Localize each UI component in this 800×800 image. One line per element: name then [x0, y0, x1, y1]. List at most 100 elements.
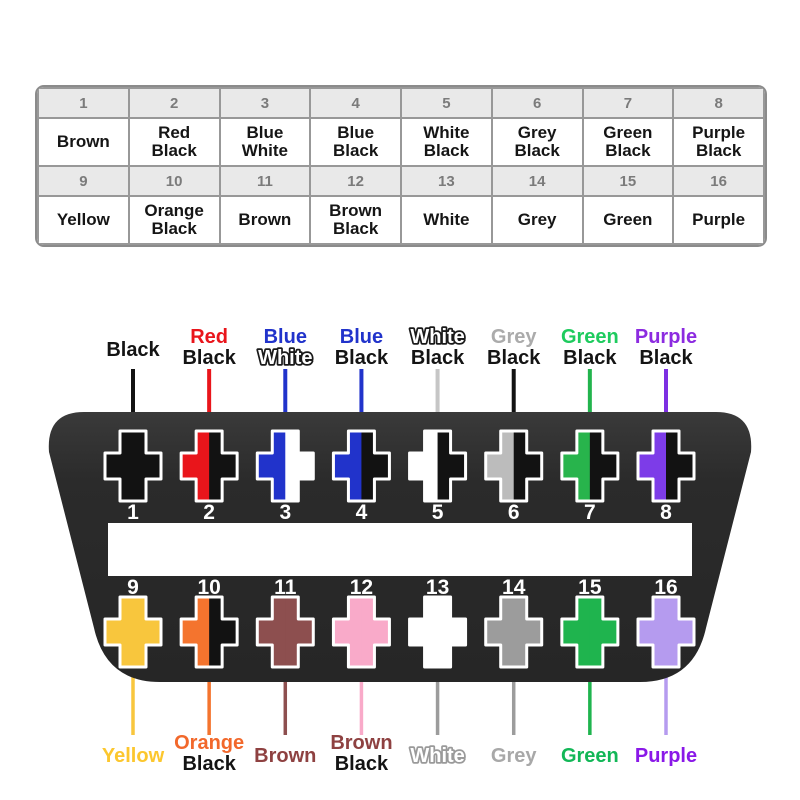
- pin-12-number: 12: [350, 576, 373, 599]
- pin-4-number: 4: [356, 501, 368, 524]
- cross-outline: [255, 429, 315, 503]
- pin-color-cell: Blue Black: [309, 117, 402, 167]
- pin-9-number: 9: [127, 576, 139, 599]
- pin-4-label-line: Black: [335, 347, 389, 369]
- pin-color-cell: Grey: [490, 195, 584, 245]
- pin-color-cell: Grey Black: [490, 117, 584, 167]
- pin-1-number: 1: [127, 501, 139, 524]
- labels-top: BlackRedBlackBlueWhiteBlueBlackWhiteBlac…: [106, 324, 697, 371]
- cross-outline: [179, 429, 239, 503]
- pin-color-cell: Green: [581, 195, 675, 245]
- pin-10-label-line: Black: [182, 753, 236, 775]
- table-row: 9 10 11 12 13 14 15 16: [37, 165, 765, 197]
- pin-5-number: 5: [432, 501, 444, 524]
- pins-bottom: 9 10 11 12 13 14 15 16: [103, 576, 696, 669]
- pin-number-cell: 16: [672, 165, 765, 197]
- cross-left-half: [485, 431, 514, 501]
- cross-left-half: [181, 597, 210, 667]
- cross-left-half: [257, 431, 286, 501]
- cross-left-half: [333, 597, 362, 667]
- table-row: Brown Red Black Blue White Blue Black White …: [37, 117, 765, 167]
- pin-7-label-line: Black: [563, 347, 617, 369]
- pin-14-label-line: Grey: [491, 745, 537, 767]
- pin-1-label-line: Black: [106, 339, 160, 361]
- pin-7-label-line: Green: [561, 326, 619, 348]
- pin-color-cell: Brown: [37, 117, 130, 167]
- cross-left-half: [561, 431, 590, 501]
- pin-6-label-line: Grey: [491, 326, 537, 348]
- cross-outline: [636, 429, 696, 503]
- pin-color-cell: White Black: [400, 117, 493, 167]
- pin-14-number: 14: [502, 576, 526, 599]
- pin-6-cross: [484, 429, 544, 503]
- cross-left-half: [105, 597, 133, 667]
- pin-16-label-line: Purple: [635, 745, 697, 767]
- pin-number-cell: 1: [37, 87, 130, 119]
- pin-2-cross: [179, 429, 239, 503]
- cross-outline: [484, 429, 544, 503]
- pin-11-cross: [255, 595, 315, 669]
- pin-3-label-line: Blue: [264, 326, 307, 348]
- pin-3-label-line: White: [258, 347, 312, 369]
- cross-left-half: [485, 597, 514, 667]
- pin-color-cell: Purple Black: [672, 117, 765, 167]
- cross-outline: [179, 595, 239, 669]
- pin-15-number: 15: [578, 576, 602, 599]
- pin-number-cell: 11: [218, 165, 312, 197]
- pin-color-cell: Green Black: [581, 117, 675, 167]
- cross-left-half: [181, 431, 210, 501]
- pin-11-label-line: Brown: [254, 745, 316, 767]
- pin-12-label-line: Brown: [330, 732, 392, 754]
- pin-number-cell: 6: [490, 87, 584, 119]
- pin-number-cell: 3: [218, 87, 312, 119]
- pin-6-label-line: Black: [487, 347, 541, 369]
- pin-number-cell: 13: [400, 165, 493, 197]
- pin-10-cross: [179, 595, 239, 669]
- cross-outline: [255, 595, 315, 669]
- pin-12-cross: [331, 595, 391, 669]
- pin-2-number: 2: [203, 501, 215, 524]
- pin-table-body: 1 2 3 4 5 6 7 8 Brown Red Black Blue White Blue Bla…: [37, 87, 765, 245]
- pin-7-cross: [560, 429, 620, 503]
- pin-color-cell: Yellow: [37, 195, 130, 245]
- cross-left-half: [638, 597, 666, 667]
- pin-16-number: 16: [654, 576, 677, 599]
- pin-color-cell: Purple: [672, 195, 765, 245]
- pin-number-cell: 8: [672, 87, 765, 119]
- pin-10-label-line: Orange: [174, 732, 244, 754]
- cross-outline: [331, 595, 391, 669]
- cross-outline: [408, 595, 468, 669]
- pin-color-cell: Brown Black: [309, 195, 402, 245]
- pin-9-cross: [103, 595, 163, 669]
- pin-1-cross: [103, 429, 163, 503]
- pin-8-label-line: Purple: [635, 326, 697, 348]
- pin-color-cell: Blue White: [218, 117, 312, 167]
- pin-number-cell: 15: [581, 165, 675, 197]
- pin-13-number: 13: [426, 576, 449, 599]
- cross-left-half: [409, 597, 438, 667]
- pin-3-number: 3: [279, 501, 291, 524]
- cross-outline: [408, 429, 468, 503]
- pin-number-cell: 10: [127, 165, 221, 197]
- cross-left-half: [561, 597, 590, 667]
- cross-left-half: [333, 431, 362, 501]
- pin-10-number: 10: [197, 576, 220, 599]
- pin-11-number: 11: [274, 576, 297, 599]
- pin-8-label-line: Black: [639, 347, 693, 369]
- pin-8-number: 8: [660, 501, 672, 524]
- pin-14-cross: [484, 595, 544, 669]
- pin-color-cell: White: [400, 195, 493, 245]
- cross-outline: [103, 429, 163, 503]
- pin-3-cross: [255, 429, 315, 503]
- cross-outline: [560, 595, 620, 669]
- pin-number-cell: 4: [309, 87, 402, 119]
- pin-number-cell: 12: [309, 165, 402, 197]
- cross-outline: [560, 429, 620, 503]
- pin-2-label-line: Black: [182, 347, 236, 369]
- pin-15-label-line: Green: [561, 745, 619, 767]
- pin-number-cell: 14: [490, 165, 584, 197]
- pin-5-label-line: Black: [411, 347, 465, 369]
- pin-number-cell: 9: [37, 165, 130, 197]
